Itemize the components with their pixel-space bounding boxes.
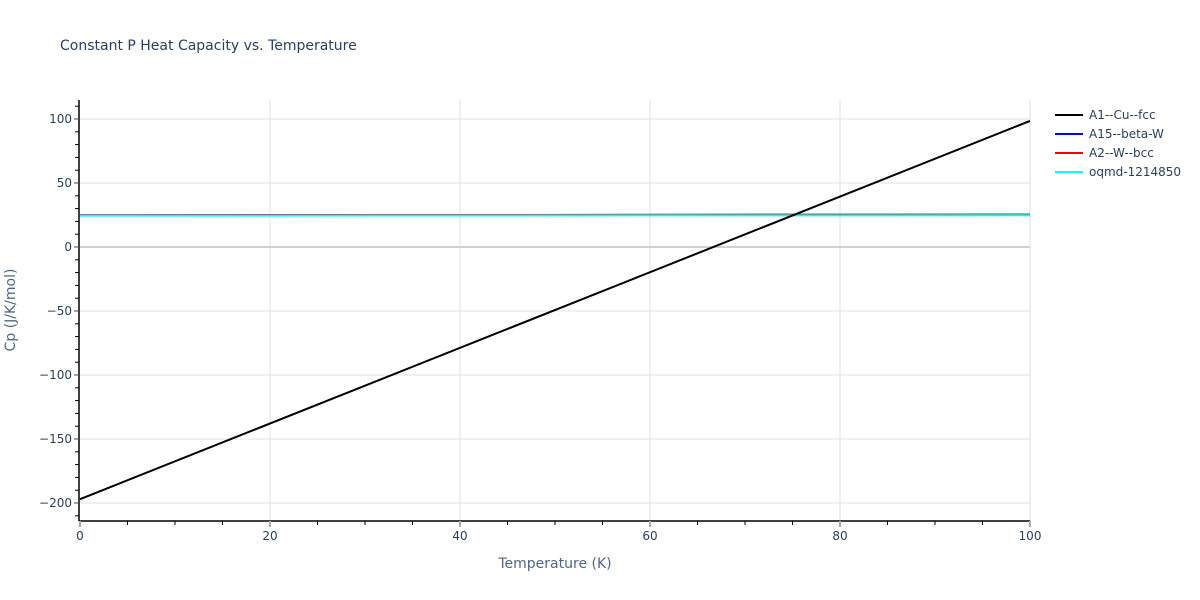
x-tick-label: 20 <box>262 529 277 543</box>
y-tick-label: −50 <box>47 304 72 318</box>
plot-area[interactable] <box>79 119 1031 501</box>
y-axis-title: Cp (J/K/mol) <box>3 269 19 352</box>
x-tick-label: 60 <box>642 529 657 543</box>
legend[interactable]: A1--Cu--fcc A15--beta-W A2--W--bcc oqmd-121… <box>1055 108 1181 179</box>
y-tick-label: −150 <box>39 432 72 446</box>
x-tick-label: 0 <box>76 529 84 543</box>
legend-label: A1--Cu--fcc <box>1089 108 1156 122</box>
chart-title: Constant P Heat Capacity vs. Temperature <box>60 38 357 54</box>
legend-item[interactable]: A1--Cu--fcc <box>1055 108 1156 122</box>
legend-label: oqmd-1214850 <box>1089 165 1181 179</box>
legend-label: A15--beta-W <box>1089 127 1164 141</box>
y-tick-label: −100 <box>39 368 72 382</box>
x-tick-label: 40 <box>452 529 467 543</box>
x-tick-label: 80 <box>832 529 847 543</box>
legend-item[interactable]: oqmd-1214850 <box>1055 165 1181 179</box>
y-tick-label: 50 <box>57 176 72 190</box>
x-axis-title: Temperature (K) <box>497 556 611 572</box>
y-tick-label: −200 <box>39 496 72 510</box>
x-tick-label: 100 <box>1019 529 1042 543</box>
y-tick-label: 0 <box>64 240 72 254</box>
legend-item[interactable]: A15--beta-W <box>1055 127 1164 141</box>
legend-label: A2--W--bcc <box>1089 146 1154 160</box>
legend-item[interactable]: A2--W--bcc <box>1055 146 1154 160</box>
y-tick-label: 100 <box>49 112 72 126</box>
series-line-a1-cu-fcc[interactable] <box>79 119 1031 501</box>
axes: −200 −150 −100 −50 0 50 100 0 20 40 60 80 100 <box>39 100 1041 543</box>
